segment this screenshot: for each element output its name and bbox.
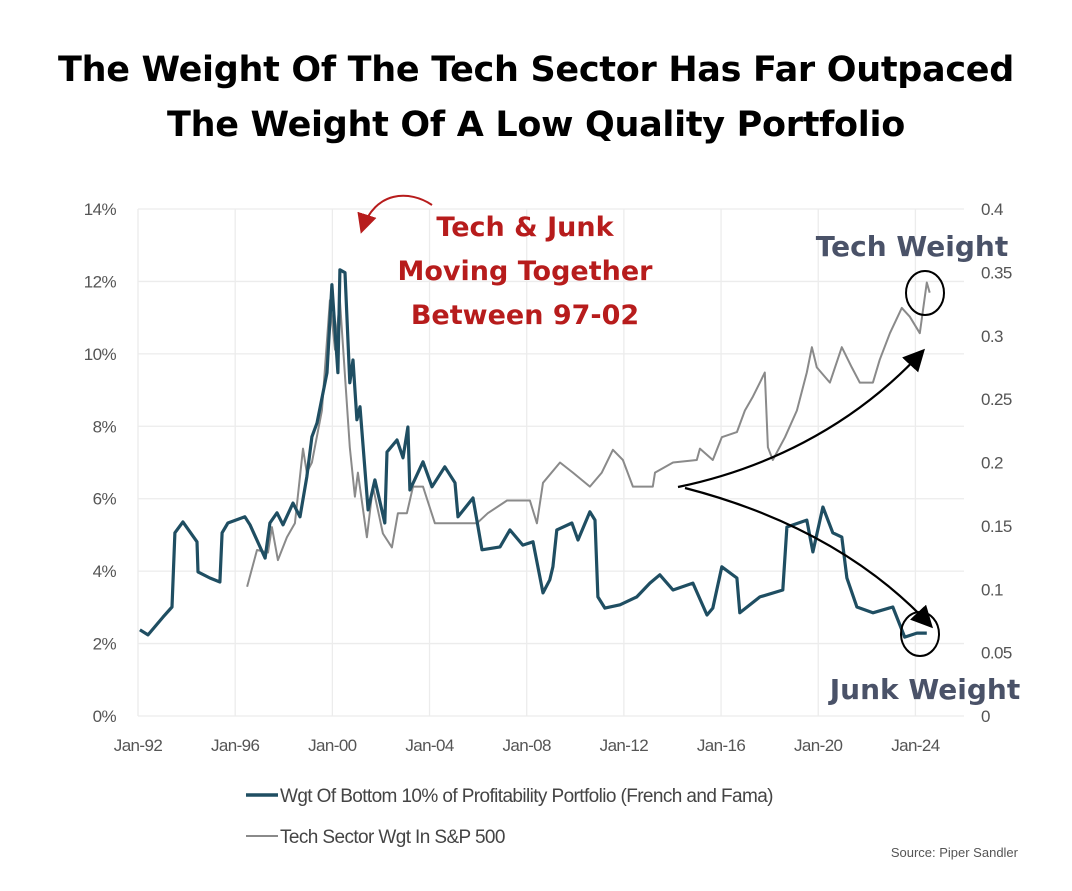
x-tick-label: Jan-92 xyxy=(114,736,163,755)
chart-title-line-1: The Weight Of The Tech Sector Has Far Ou… xyxy=(58,50,1014,90)
annotation-together-1: Tech & Junk xyxy=(436,212,614,243)
right-y-tick-label: 0.15 xyxy=(981,517,1012,536)
right-y-tick-label: 0.25 xyxy=(981,390,1012,409)
left-y-tick-label: 0% xyxy=(93,707,117,726)
annotation-together-3: Between 97-02 xyxy=(411,300,639,331)
x-axis: Jan-92 Jan-96 Jan-00 Jan-04 Jan-08 Jan-12 Jan-… xyxy=(114,736,941,755)
left-y-axis: 0% 2% 4% 6% 8% 10% 12% 14% xyxy=(84,200,117,726)
x-tick-label: Jan-16 xyxy=(697,736,746,755)
left-y-tick-label: 4% xyxy=(93,562,117,581)
x-tick-label: Jan-24 xyxy=(891,736,940,755)
source-note: Source: Piper Sandler xyxy=(891,845,1019,860)
annotation-junk-weight: Junk Weight xyxy=(828,673,1021,706)
x-tick-label: Jan-00 xyxy=(308,736,357,755)
annotation-tech-weight: Tech Weight xyxy=(816,230,1009,263)
tech-weight-series-line xyxy=(246,281,931,587)
right-y-axis: 0 0.05 0.1 0.15 0.2 0.25 0.3 0.35 0.4 xyxy=(981,200,1012,726)
left-y-tick-label: 8% xyxy=(93,417,117,436)
legend-label-tech: Tech Sector Wgt In S&P 500 xyxy=(280,827,505,848)
gridlines xyxy=(137,208,964,717)
chart-title-line-2: The Weight Of A Low Quality Portfolio xyxy=(167,105,905,145)
right-y-tick-label: 0 xyxy=(981,707,990,726)
right-y-tick-label: 0.1 xyxy=(981,580,1003,599)
right-y-tick-label: 0.4 xyxy=(981,200,1003,219)
junk-down-arrow xyxy=(684,486,934,629)
annotation-together-2: Moving Together xyxy=(398,256,654,287)
red-curved-arrow xyxy=(357,194,433,234)
right-y-tick-label: 0.2 xyxy=(981,454,1003,473)
tech-highlight-circle xyxy=(905,270,945,316)
x-tick-label: Jan-20 xyxy=(794,736,843,755)
left-y-tick-label: 12% xyxy=(84,272,117,291)
x-tick-label: Jan-12 xyxy=(600,736,649,755)
x-tick-label: Jan-04 xyxy=(405,736,454,755)
legend-label-junk: Wgt Of Bottom 10% of Profitability Portf… xyxy=(280,786,773,807)
junk-weight-series-line xyxy=(139,268,927,639)
x-tick-label: Jan-08 xyxy=(503,736,552,755)
left-y-tick-label: 14% xyxy=(84,200,117,219)
left-y-tick-label: 10% xyxy=(84,345,117,364)
tech-up-arrow xyxy=(677,348,925,489)
right-y-tick-label: 0.35 xyxy=(981,263,1012,282)
series-lines xyxy=(139,268,931,639)
left-y-tick-label: 6% xyxy=(93,490,117,509)
left-y-tick-label: 2% xyxy=(93,635,117,654)
right-y-tick-label: 0.3 xyxy=(981,327,1003,346)
x-tick-label: Jan-96 xyxy=(211,736,260,755)
right-y-tick-label: 0.05 xyxy=(981,644,1012,663)
